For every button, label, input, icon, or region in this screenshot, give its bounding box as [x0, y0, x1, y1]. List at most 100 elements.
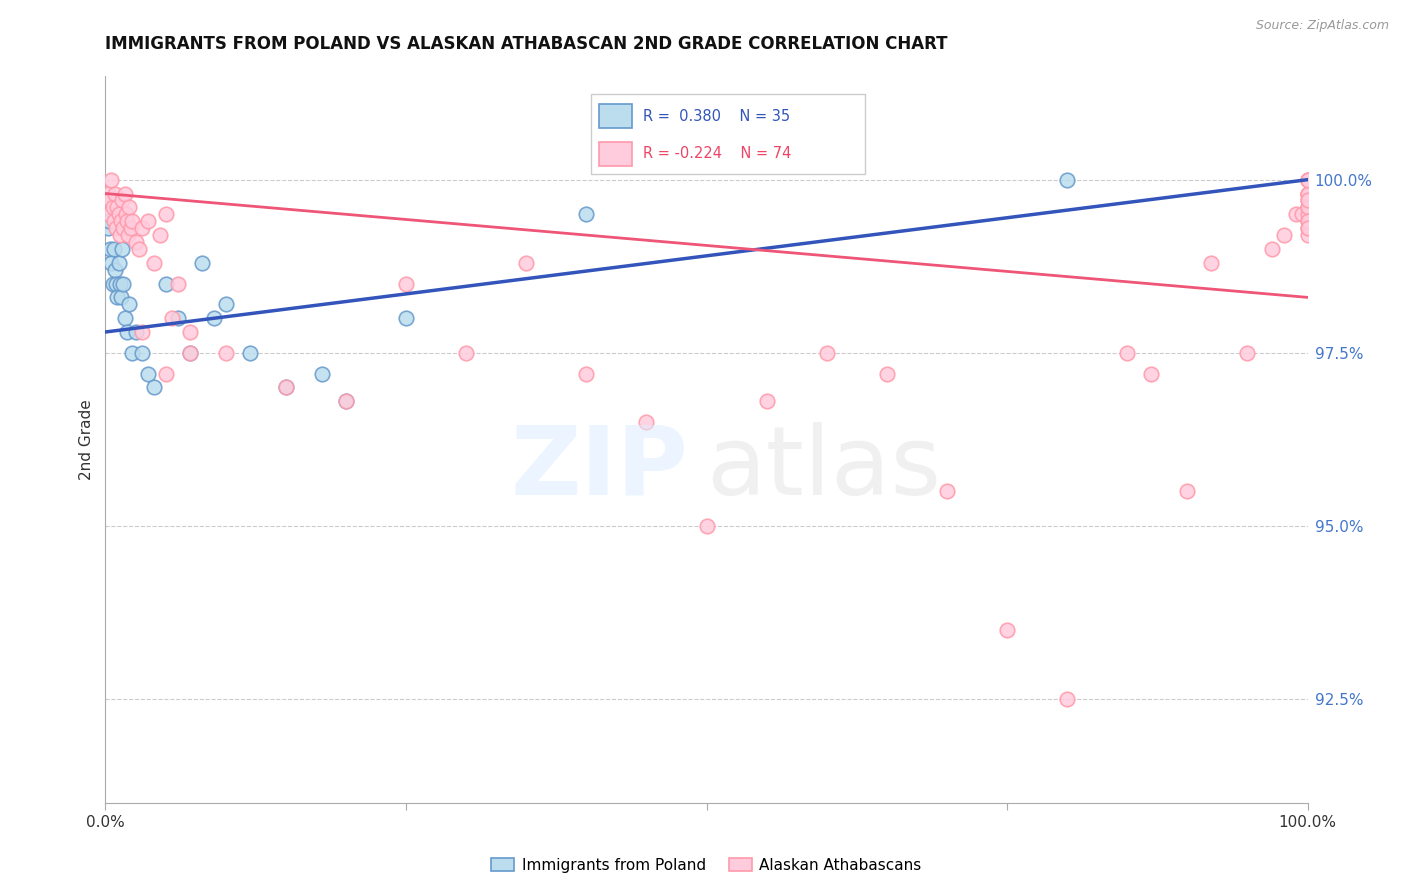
- Point: [1296, 228, 1319, 243]
- Point: [105, 277, 128, 291]
- Point: [142, 256, 165, 270]
- Point: [995, 623, 1018, 637]
- Point: [97, 186, 120, 201]
- Point: [107, 290, 129, 304]
- Point: [335, 394, 357, 409]
- FancyBboxPatch shape: [591, 94, 865, 174]
- Point: [108, 277, 131, 291]
- Point: [179, 325, 201, 339]
- Point: [202, 311, 225, 326]
- Point: [1296, 172, 1319, 186]
- Point: [131, 345, 153, 359]
- Point: [575, 367, 598, 381]
- Text: R = -0.224    N = 74: R = -0.224 N = 74: [643, 146, 792, 161]
- Point: [112, 277, 135, 291]
- Point: [1296, 214, 1319, 228]
- Point: [98, 194, 121, 208]
- Point: [155, 277, 177, 291]
- Text: R =  0.380    N = 35: R = 0.380 N = 35: [643, 109, 790, 124]
- Point: [124, 235, 146, 249]
- Point: [1291, 207, 1313, 221]
- Point: [214, 345, 236, 359]
- Point: [111, 242, 134, 256]
- Point: [110, 214, 132, 228]
- Point: [160, 311, 183, 326]
- Point: [112, 221, 135, 235]
- Text: ZIP: ZIP: [510, 422, 689, 515]
- Point: [97, 221, 120, 235]
- Text: IMMIGRANTS FROM POLAND VS ALASKAN ATHABASCAN 2ND GRADE CORRELATION CHART: IMMIGRANTS FROM POLAND VS ALASKAN ATHABA…: [105, 35, 948, 53]
- Point: [335, 394, 357, 409]
- Point: [575, 207, 598, 221]
- Point: [1296, 200, 1319, 214]
- Text: Source: ZipAtlas.com: Source: ZipAtlas.com: [1256, 19, 1389, 31]
- Point: [98, 207, 121, 221]
- Point: [101, 277, 124, 291]
- Point: [1296, 186, 1319, 201]
- Point: [1296, 186, 1319, 201]
- Point: [101, 200, 124, 214]
- Point: [190, 256, 212, 270]
- Point: [166, 311, 188, 326]
- Point: [142, 380, 165, 394]
- Point: [136, 214, 159, 228]
- Point: [115, 214, 138, 228]
- Point: [110, 290, 132, 304]
- Point: [155, 207, 177, 221]
- Point: [114, 186, 136, 201]
- Point: [1056, 172, 1078, 186]
- Point: [1236, 345, 1258, 359]
- Point: [131, 325, 153, 339]
- Point: [936, 484, 959, 499]
- Point: [239, 345, 262, 359]
- Point: [815, 345, 838, 359]
- Point: [100, 256, 122, 270]
- Point: [1284, 207, 1306, 221]
- Point: [876, 367, 898, 381]
- Point: [1296, 207, 1319, 221]
- Bar: [599, 142, 631, 166]
- Point: [117, 228, 139, 243]
- Legend: Immigrants from Poland, Alaskan Athabascans: Immigrants from Poland, Alaskan Athabasc…: [485, 852, 928, 879]
- Point: [148, 228, 170, 243]
- Point: [136, 367, 159, 381]
- Point: [155, 367, 177, 381]
- Point: [124, 325, 146, 339]
- Point: [1272, 228, 1295, 243]
- Point: [118, 200, 141, 214]
- Bar: [599, 104, 631, 128]
- Point: [395, 277, 418, 291]
- Point: [118, 297, 141, 311]
- Point: [108, 228, 131, 243]
- Point: [696, 519, 718, 533]
- Point: [100, 172, 122, 186]
- Point: [1296, 172, 1319, 186]
- Point: [121, 214, 143, 228]
- Point: [128, 242, 150, 256]
- Point: [103, 242, 125, 256]
- Point: [104, 186, 127, 201]
- Point: [1175, 484, 1198, 499]
- Point: [395, 311, 418, 326]
- Point: [115, 207, 138, 221]
- Point: [274, 380, 297, 394]
- Point: [311, 367, 333, 381]
- Point: [107, 200, 129, 214]
- Point: [1140, 367, 1163, 381]
- Point: [107, 207, 129, 221]
- Point: [115, 325, 138, 339]
- Point: [166, 277, 188, 291]
- Point: [98, 214, 121, 228]
- Point: [120, 221, 142, 235]
- Point: [1116, 345, 1139, 359]
- Point: [1296, 186, 1319, 201]
- Point: [98, 242, 121, 256]
- Point: [1296, 200, 1319, 214]
- Point: [179, 345, 201, 359]
- Point: [1296, 214, 1319, 228]
- Point: [131, 221, 153, 235]
- Point: [104, 262, 127, 277]
- Point: [454, 345, 477, 359]
- Point: [1260, 242, 1282, 256]
- Point: [274, 380, 297, 394]
